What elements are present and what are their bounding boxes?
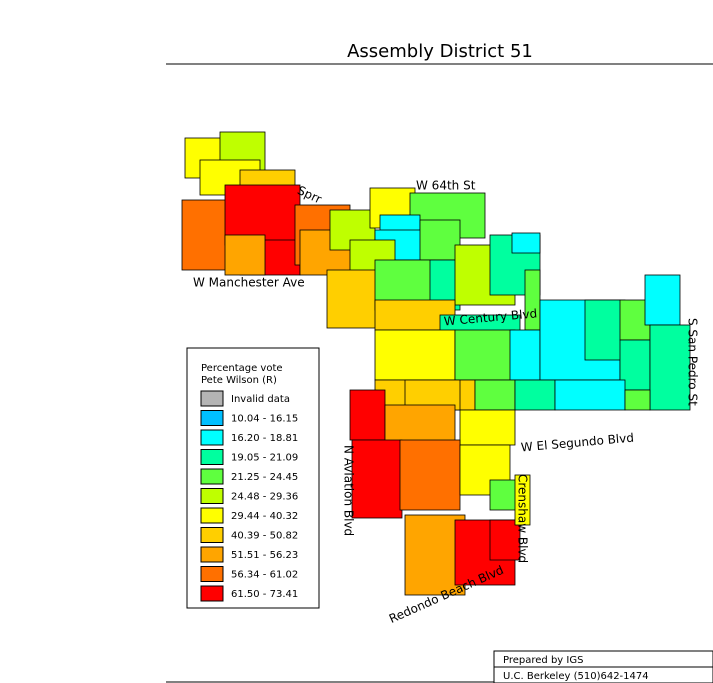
legend-label: 21.25 - 24.45: [231, 472, 298, 483]
street-label: S San Pedro St: [686, 318, 700, 406]
precinct: [349, 389, 386, 441]
legend-swatch: [200, 566, 224, 582]
precinct: [554, 379, 626, 411]
precinct: [511, 232, 541, 254]
precinct: [399, 439, 461, 511]
legend-label: Invalid data: [231, 394, 290, 405]
legend-label: 29.44 - 40.32: [231, 511, 298, 522]
legend-label: 56.34 - 61.02: [231, 570, 298, 581]
legend-label: 61.50 - 73.41: [231, 589, 298, 600]
street-label: Crenshaw Blvd: [516, 474, 530, 563]
legend-items: Invalid data 10.04 - 16.15 16.20 - 18.81 19…: [200, 390, 298, 602]
legend-label: 10.04 - 16.15: [231, 414, 298, 425]
precinct: [514, 379, 556, 411]
street-label: W El Segundo Blvd: [520, 431, 634, 455]
precinct: [459, 444, 511, 496]
legend-swatch: [200, 449, 224, 465]
legend-title: Pete Wilson (R): [201, 375, 277, 386]
footer-text: U.C. Berkeley (510)642-1474: [503, 671, 649, 682]
street-label: W 64th St: [416, 179, 476, 193]
legend-swatch: [200, 488, 224, 504]
legend-swatch: [200, 429, 224, 446]
precinct: [489, 519, 521, 561]
footer-text: Prepared by IGS: [503, 655, 583, 666]
precinct: [326, 269, 378, 329]
precinct: [474, 379, 516, 411]
legend-swatch: [200, 410, 224, 426]
precinct: [374, 329, 456, 381]
legend-swatch: [200, 585, 224, 602]
precinct: [459, 409, 516, 446]
precinct: [419, 219, 461, 261]
precinct: [514, 474, 531, 526]
legend-swatch: [200, 390, 224, 407]
precinct: [644, 274, 681, 326]
legend-label: 24.48 - 29.36: [231, 492, 298, 503]
precinct: [624, 389, 651, 411]
legend-swatch: [200, 527, 224, 543]
legend-swatch: [200, 468, 224, 485]
precinct: [454, 329, 516, 381]
legend-title: Percentage vote: [201, 363, 283, 374]
legend-label: 51.51 - 56.23: [231, 550, 298, 561]
legend-label: 16.20 - 18.81: [231, 433, 298, 444]
precinct: [584, 299, 626, 361]
legend-label: 19.05 - 21.09: [231, 453, 298, 464]
precincts: [181, 131, 691, 596]
map-title: Assembly District 51: [347, 41, 533, 62]
precinct: [509, 329, 541, 381]
legend-label: 40.39 - 50.82: [231, 531, 298, 542]
legend-swatch: [200, 546, 224, 563]
precinct: [351, 439, 403, 519]
legend-swatch: [200, 507, 224, 524]
street-label: N Aviation Blvd: [342, 445, 356, 536]
precinct: [224, 234, 266, 276]
precinct: [649, 324, 691, 411]
street-label: W Manchester Ave: [193, 276, 305, 290]
